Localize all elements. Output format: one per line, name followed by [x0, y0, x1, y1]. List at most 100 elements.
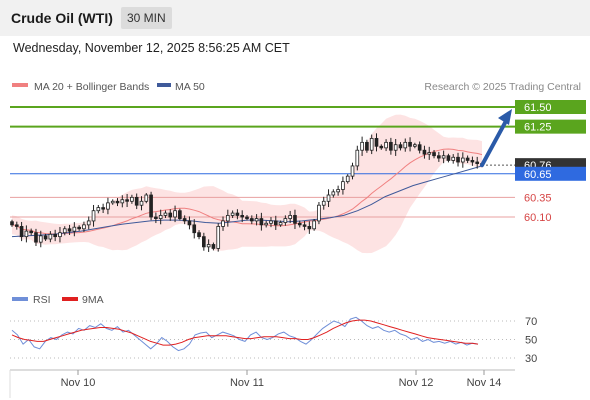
level-label-61.25: 61.25 — [524, 122, 552, 134]
candle-body — [173, 210, 177, 218]
candle-body — [249, 218, 254, 222]
chart-header-bar — [0, 0, 590, 36]
level-label-box-60.65 — [515, 166, 586, 181]
candle-body — [82, 224, 86, 230]
candle-body — [206, 244, 211, 248]
level-label-61.50: 61.50 — [524, 102, 552, 114]
level-label-60.65: 60.65 — [524, 169, 552, 181]
ma20-legend-label: MA 20 + Bollinger Bands — [34, 81, 149, 93]
candle-body — [187, 220, 192, 226]
candle-body — [101, 207, 105, 210]
candle-body — [393, 144, 398, 151]
rsi-ma-legend-label: 9MA — [82, 294, 104, 306]
candle-body — [317, 204, 321, 222]
candle-body — [10, 221, 14, 226]
candle-body — [302, 224, 307, 227]
candle-body — [34, 232, 38, 243]
candle-body — [293, 215, 297, 224]
candle-body — [326, 194, 331, 202]
candle-body — [360, 141, 364, 151]
candle-body — [182, 218, 187, 222]
candle-body — [130, 196, 134, 202]
candle-body — [115, 200, 120, 204]
candle-body — [134, 196, 139, 206]
candle-body — [456, 156, 460, 163]
candle-body — [245, 216, 249, 219]
chart-datetime: Wednesday, November 12, 2025 8:56:25 AM … — [13, 41, 290, 55]
x-tick-label-nov-10: Nov 10 — [61, 377, 96, 389]
rsi-legend-label: RSI — [33, 294, 51, 306]
rsi-tick-label-50: 50 — [525, 335, 537, 347]
candle-body — [427, 152, 432, 155]
candle-body — [398, 144, 403, 149]
candle-body — [158, 215, 163, 219]
candle-body — [307, 226, 312, 230]
candle-body — [297, 222, 302, 226]
rsi-panel: 70 50 30 — [10, 316, 537, 365]
candle-body — [110, 200, 115, 204]
price-levels — [10, 106, 515, 218]
candle-body — [312, 220, 316, 230]
level-label-60.35: 60.35 — [524, 192, 552, 204]
credit-text: Research © 2025 Trading Central — [424, 81, 581, 93]
candle-body — [120, 199, 125, 204]
ma50-legend-label: MA 50 — [175, 81, 205, 93]
candle-body — [235, 212, 240, 216]
level-label-box-61.50 — [515, 100, 586, 114]
candle-body — [403, 141, 408, 149]
candle-body — [254, 218, 259, 222]
candle-body — [62, 228, 67, 234]
candle-body — [283, 218, 288, 223]
candle-body — [422, 149, 427, 155]
ma50-legend-swatch — [157, 83, 171, 87]
candle-body — [96, 207, 101, 212]
candle-body — [288, 215, 292, 219]
candle-body — [168, 212, 173, 218]
candle-body — [441, 155, 446, 159]
candle-body — [417, 144, 422, 151]
candle-body — [389, 141, 393, 151]
candle-body — [67, 228, 72, 232]
candle-body — [29, 230, 34, 234]
candle-body — [192, 224, 197, 234]
bollinger-band-area — [12, 114, 482, 254]
candle-body — [460, 157, 465, 163]
candle-body — [14, 224, 19, 227]
candle-body — [38, 235, 43, 243]
candle-body — [19, 226, 24, 238]
candle-body — [345, 175, 350, 183]
x-tick-label-nov-14: Nov 14 — [467, 377, 502, 389]
interval-badge[interactable]: 30 MIN — [121, 7, 172, 29]
candle-body — [321, 200, 326, 206]
candle-body — [48, 233, 53, 240]
candle-body — [43, 235, 48, 240]
candle-body — [470, 160, 475, 163]
candle-body — [413, 144, 417, 147]
candle-body — [230, 212, 235, 216]
candle-body — [365, 141, 369, 151]
main-legend: MA 20 + Bollinger Bands MA 50 — [12, 81, 205, 93]
candle-body — [53, 233, 57, 238]
candle-body — [144, 194, 149, 202]
candle-body — [475, 161, 480, 164]
rsi-line — [11, 316, 479, 352]
candle-body — [24, 230, 29, 238]
candle-body — [86, 220, 91, 226]
candle-body — [374, 138, 379, 147]
rsi-ma-legend-swatch — [62, 297, 78, 301]
candle-body — [408, 141, 412, 147]
instrument-title: Crude Oil (WTI) — [11, 10, 113, 26]
rsi-tick-label-70: 70 — [525, 316, 537, 328]
candle-body — [446, 155, 451, 161]
candle-body — [336, 189, 340, 193]
candle-body — [350, 165, 355, 177]
forecast-arrow — [480, 109, 512, 168]
forecast-arrow-shaft — [480, 119, 508, 168]
candle-body — [202, 236, 206, 248]
candle-body — [58, 232, 62, 238]
level-label-60.10: 60.10 — [524, 212, 552, 224]
candle-body — [91, 210, 96, 222]
candle-body — [273, 220, 278, 226]
